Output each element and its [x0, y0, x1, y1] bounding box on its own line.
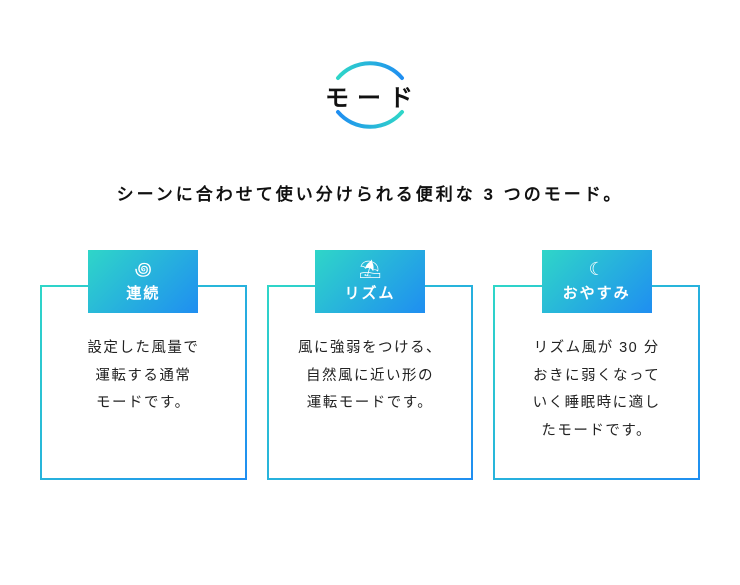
- mode-label: おやすみ: [542, 282, 652, 303]
- mode-tab: ⛱ リズム: [315, 250, 425, 313]
- title-badge: モード: [315, 40, 425, 150]
- mode-description: リズム風が 30 分 おきに弱くなって いく睡眠時に適し たモードです。: [513, 335, 680, 445]
- fan-icon: ꩜: [88, 258, 198, 280]
- page-subtitle: シーンに合わせて使い分けられる便利な 3 つのモード。: [117, 180, 624, 205]
- page-container: モード シーンに合わせて使い分けられる便利な 3 つのモード。 ꩜ 連続 設定し…: [0, 0, 740, 480]
- mode-description-box: 風に強弱をつける、 自然風に近い形の 運転モードです。: [267, 285, 474, 480]
- mode-card-rhythm: ⛱ リズム 風に強弱をつける、 自然風に近い形の 運転モードです。: [267, 250, 474, 480]
- mode-description: 風に強弱をつける、 自然風に近い形の 運転モードです。: [287, 335, 454, 418]
- palm-icon: ⛱: [315, 258, 425, 280]
- mode-tab: ☾ おやすみ: [542, 250, 652, 313]
- mode-label: リズム: [315, 282, 425, 303]
- mode-card-sleep: ☾ おやすみ リズム風が 30 分 おきに弱くなって いく睡眠時に適し たモード…: [493, 250, 700, 480]
- mode-description: 設定した風量で 運転する通常 モードです。: [60, 335, 227, 418]
- mode-description-box: リズム風が 30 分 おきに弱くなって いく睡眠時に適し たモードです。: [493, 285, 700, 480]
- mode-card-row: ꩜ 連続 設定した風量で 運転する通常 モードです。 ⛱ リズム 風に強弱をつけ…: [40, 250, 700, 480]
- mode-card-continuous: ꩜ 連続 設定した風量で 運転する通常 モードです。: [40, 250, 247, 480]
- moon-icon: ☾: [542, 258, 652, 280]
- mode-label: 連続: [88, 282, 198, 303]
- mode-tab: ꩜ 連続: [88, 250, 198, 313]
- mode-description-box: 設定した風量で 運転する通常 モードです。: [40, 285, 247, 480]
- page-title: モード: [319, 78, 421, 113]
